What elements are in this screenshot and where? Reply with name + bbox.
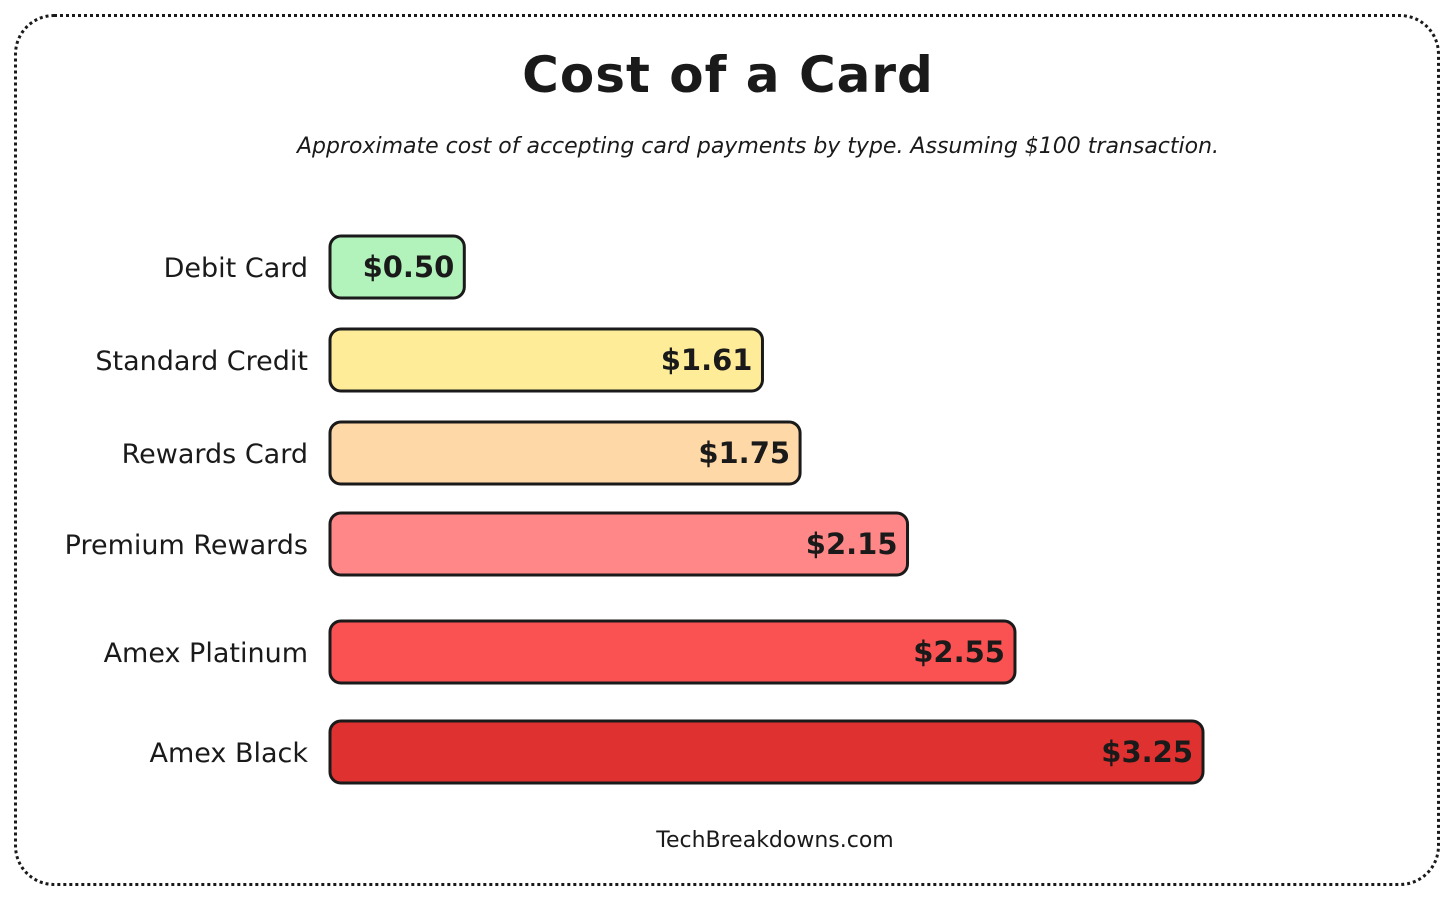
bar-rewards-card bbox=[328, 420, 802, 486]
value-label: $2.15 bbox=[806, 527, 898, 561]
chart-frame bbox=[14, 14, 1440, 886]
bar-amex-black bbox=[328, 719, 1205, 785]
bar-debit-card bbox=[328, 234, 466, 300]
category-label: Rewards Card bbox=[122, 439, 308, 470]
bar-standard-credit bbox=[328, 327, 764, 393]
value-label: $1.61 bbox=[661, 343, 753, 377]
value-label: $3.25 bbox=[1101, 735, 1193, 769]
chart-subtitle: Approximate cost of accepting card payme… bbox=[296, 134, 1220, 159]
bar-amex-platinum bbox=[328, 619, 1017, 685]
category-label: Premium Rewards bbox=[65, 530, 308, 561]
bar-premium-rewards bbox=[328, 511, 910, 577]
category-label: Amex Black bbox=[149, 738, 308, 769]
category-label: Standard Credit bbox=[95, 346, 308, 377]
chart-title: Cost of a Card bbox=[522, 46, 934, 104]
category-label: Debit Card bbox=[164, 253, 308, 284]
footer-credit: TechBreakdowns.com bbox=[656, 828, 894, 853]
value-label: $2.55 bbox=[913, 635, 1005, 669]
value-label: $1.75 bbox=[698, 436, 790, 470]
value-label: $0.50 bbox=[363, 250, 455, 284]
category-label: Amex Platinum bbox=[104, 638, 308, 669]
